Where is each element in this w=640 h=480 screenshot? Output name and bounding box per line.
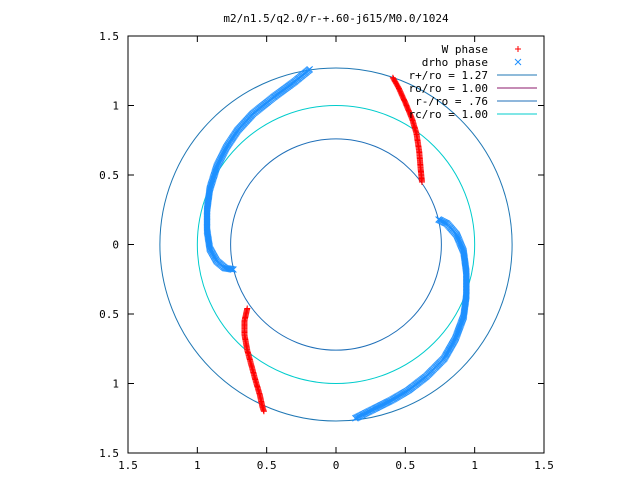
y-tick-label: 1 bbox=[112, 100, 119, 113]
data-point bbox=[228, 265, 236, 273]
legend-entry-w-phase: W phase bbox=[442, 43, 521, 56]
legend-entry-drho-phase: drho phase bbox=[422, 56, 522, 69]
circle-r-ro-76 bbox=[230, 138, 442, 351]
y-tick-label: 0.5 bbox=[99, 169, 119, 182]
x-tick-label: 0 bbox=[333, 459, 340, 472]
chart-title: m2/n1.5/q2.0/r-+.60-j615/M0.0/1024 bbox=[223, 12, 449, 25]
data-point bbox=[230, 266, 237, 273]
legend-marker bbox=[515, 46, 521, 52]
series-drho-phase bbox=[203, 66, 470, 422]
y-tick-label: 0 bbox=[112, 239, 119, 252]
series-w-phase bbox=[241, 74, 425, 415]
x-tick-label: 1.5 bbox=[534, 459, 554, 472]
legend-label: r+/ro = 1.27 bbox=[409, 69, 488, 82]
legend-entry-r-ro-1-27: r+/ro = 1.27 bbox=[409, 69, 537, 82]
axis-ticks: 1.5 1 0.5 0 0.5 1 1.51.510.500.511.5 bbox=[99, 30, 554, 472]
legend-marker bbox=[514, 58, 522, 66]
x-tick-label: 1.5 bbox=[118, 459, 138, 472]
legend-entry-ro-ro-1-00: ro/ro = 1.00 bbox=[409, 82, 537, 95]
data-point bbox=[227, 265, 235, 273]
reference-circles bbox=[159, 67, 513, 422]
x-tick-label: 0.5 bbox=[395, 459, 415, 472]
legend-label: drho phase bbox=[422, 56, 488, 69]
x-tick-label: 0.5 bbox=[257, 459, 277, 472]
legend-label: r-/ro = .76 bbox=[415, 95, 488, 108]
legend-label: ro/ro = 1.00 bbox=[409, 82, 488, 95]
data-point bbox=[418, 178, 425, 185]
legend-entry-r-ro-76: r-/ro = .76 bbox=[415, 95, 537, 108]
circle-rc-ro-1-00 bbox=[196, 105, 476, 384]
x-tick-label: 1 bbox=[194, 459, 201, 472]
y-tick-label: 0.5 bbox=[99, 308, 119, 321]
data-point bbox=[352, 414, 359, 422]
y-tick-label: 1.5 bbox=[99, 30, 119, 43]
data-point bbox=[260, 408, 267, 415]
y-tick-label: 1.5 bbox=[99, 447, 119, 460]
y-tick-label: 1 bbox=[112, 378, 119, 391]
legend-label: W phase bbox=[442, 43, 488, 56]
legend-label: rc/ro = 1.00 bbox=[409, 108, 488, 121]
circle-r-ro-1-27 bbox=[159, 67, 513, 422]
x-tick-label: 1 bbox=[471, 459, 478, 472]
phase-points bbox=[203, 66, 470, 422]
legend-entry-rc-ro-1-00: rc/ro = 1.00 bbox=[409, 108, 537, 121]
